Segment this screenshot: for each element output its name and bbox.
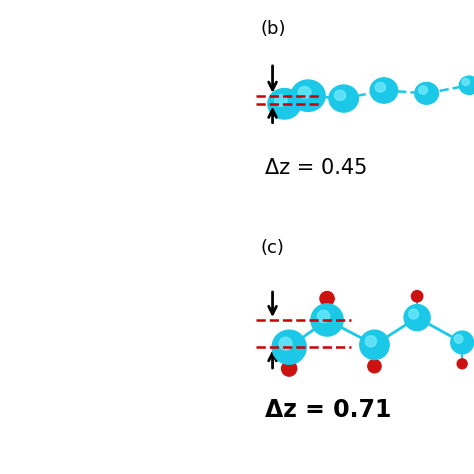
Circle shape xyxy=(329,85,358,112)
Text: Δz = 0.71: Δz = 0.71 xyxy=(265,398,392,422)
Circle shape xyxy=(335,90,346,100)
Circle shape xyxy=(451,331,474,354)
Circle shape xyxy=(268,89,301,119)
Circle shape xyxy=(459,76,474,94)
Circle shape xyxy=(409,309,419,319)
Circle shape xyxy=(370,78,398,103)
Circle shape xyxy=(462,79,469,85)
Circle shape xyxy=(318,310,329,322)
Text: (b): (b) xyxy=(261,20,286,38)
Circle shape xyxy=(415,82,438,104)
Circle shape xyxy=(404,305,430,331)
Circle shape xyxy=(298,86,311,99)
Circle shape xyxy=(311,304,343,336)
Circle shape xyxy=(291,80,325,111)
Circle shape xyxy=(279,337,292,350)
Circle shape xyxy=(360,330,389,359)
Circle shape xyxy=(411,291,423,302)
Circle shape xyxy=(282,361,297,376)
Circle shape xyxy=(272,330,306,364)
Text: Δz = 0.45: Δz = 0.45 xyxy=(265,158,368,178)
Circle shape xyxy=(365,336,376,347)
Circle shape xyxy=(368,359,381,373)
Circle shape xyxy=(454,335,463,343)
Circle shape xyxy=(274,95,287,106)
Text: (c): (c) xyxy=(261,239,284,257)
Circle shape xyxy=(457,359,467,369)
Circle shape xyxy=(320,292,334,306)
Circle shape xyxy=(375,82,386,92)
Circle shape xyxy=(419,86,428,94)
